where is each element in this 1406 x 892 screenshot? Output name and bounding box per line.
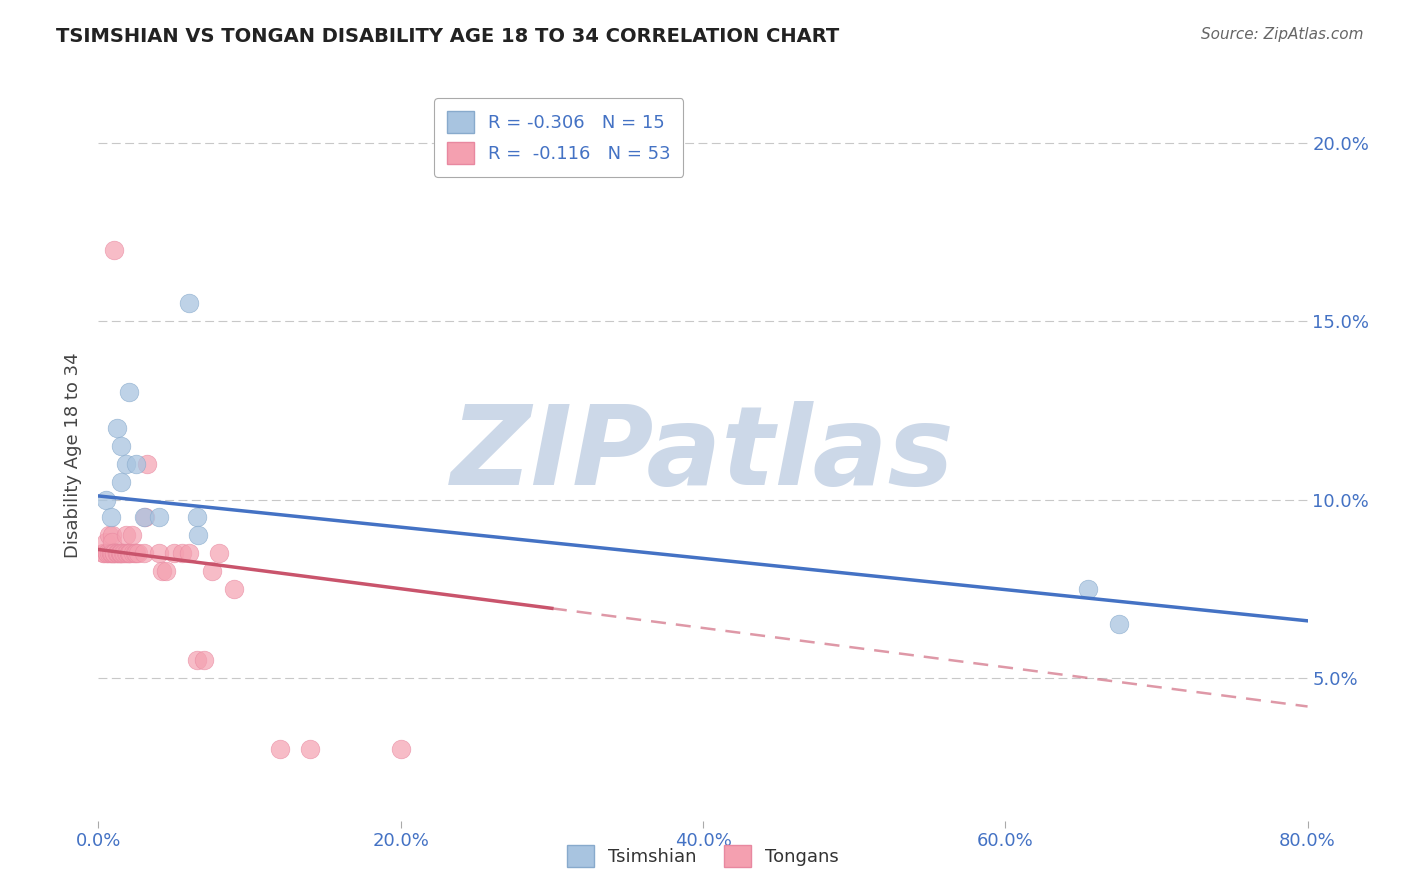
Point xyxy=(179,546,201,560)
Point xyxy=(98,528,121,542)
Point xyxy=(148,546,170,560)
Point xyxy=(134,510,156,524)
Text: ZIPatlas: ZIPatlas xyxy=(451,401,955,508)
Point xyxy=(299,742,322,756)
Point xyxy=(163,546,186,560)
Point xyxy=(186,653,208,667)
Point xyxy=(107,546,129,560)
Point xyxy=(148,510,170,524)
Point xyxy=(127,546,149,560)
Point xyxy=(114,457,136,471)
Point xyxy=(114,546,136,560)
Point xyxy=(91,546,114,560)
Point xyxy=(105,546,128,560)
Text: TSIMSHIAN VS TONGAN DISABILITY AGE 18 TO 34 CORRELATION CHART: TSIMSHIAN VS TONGAN DISABILITY AGE 18 TO… xyxy=(56,27,839,45)
Point xyxy=(93,546,115,560)
Point xyxy=(94,492,117,507)
Point xyxy=(103,243,125,257)
Point xyxy=(111,546,134,560)
Point xyxy=(179,296,201,310)
Point xyxy=(201,564,224,578)
Point xyxy=(96,546,118,560)
Y-axis label: Disability Age 18 to 34: Disability Age 18 to 34 xyxy=(65,352,83,558)
Point xyxy=(132,546,155,560)
Legend: R = -0.306   N = 15, R =  -0.116   N = 53: R = -0.306 N = 15, R = -0.116 N = 53 xyxy=(434,98,683,177)
Point xyxy=(155,564,177,578)
Point xyxy=(110,475,132,489)
Point xyxy=(1077,582,1099,596)
Point xyxy=(110,439,132,453)
Point xyxy=(103,546,125,560)
Point xyxy=(224,582,246,596)
Legend: Tsimshian, Tongans: Tsimshian, Tongans xyxy=(560,838,846,874)
Point xyxy=(118,546,141,560)
Point xyxy=(105,546,128,560)
Point xyxy=(108,546,131,560)
Point xyxy=(150,564,173,578)
Point xyxy=(389,742,412,756)
Point xyxy=(98,546,121,560)
Point xyxy=(96,546,118,560)
Point xyxy=(124,546,146,560)
Point xyxy=(186,510,208,524)
Point xyxy=(100,546,122,560)
Point xyxy=(100,510,122,524)
Point xyxy=(193,653,215,667)
Point xyxy=(125,546,148,560)
Point xyxy=(103,546,125,560)
Point xyxy=(101,528,124,542)
Point xyxy=(170,546,193,560)
Point xyxy=(114,528,136,542)
Point xyxy=(94,535,117,549)
Point xyxy=(103,546,125,560)
Point xyxy=(110,546,132,560)
Point xyxy=(269,742,291,756)
Point xyxy=(110,546,132,560)
Point xyxy=(125,457,148,471)
Point xyxy=(135,457,157,471)
Point xyxy=(101,546,124,560)
Point xyxy=(132,510,155,524)
Point xyxy=(208,546,231,560)
Point xyxy=(118,385,141,400)
Point xyxy=(100,546,122,560)
Point xyxy=(118,546,141,560)
Point xyxy=(112,546,135,560)
Point xyxy=(122,546,145,560)
Point xyxy=(120,546,142,560)
Text: Source: ZipAtlas.com: Source: ZipAtlas.com xyxy=(1201,27,1364,42)
Point xyxy=(108,546,131,560)
Point xyxy=(105,421,128,435)
Point xyxy=(187,528,209,542)
Point xyxy=(121,528,143,542)
Point xyxy=(101,535,124,549)
Point xyxy=(1108,617,1130,632)
Point xyxy=(115,546,138,560)
